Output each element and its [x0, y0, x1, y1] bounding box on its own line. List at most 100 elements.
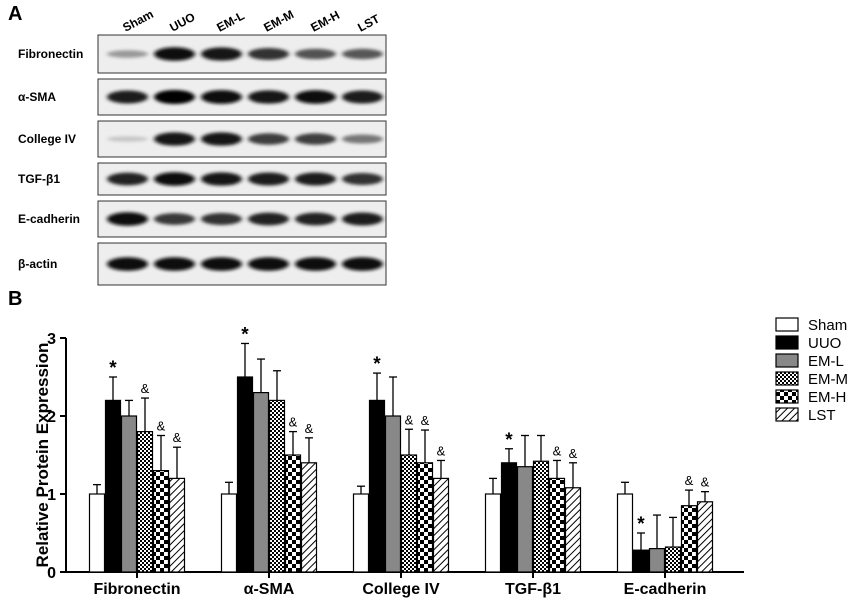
- bar: [284, 454, 302, 573]
- legend-label: Sham: [808, 317, 847, 334]
- significance-ampersand: &: [141, 381, 150, 396]
- legend-swatch: [775, 407, 799, 422]
- blot-band: [107, 257, 148, 271]
- significance-ampersand: &: [405, 412, 414, 427]
- legend-label: UUO: [808, 335, 841, 352]
- category-label: Fibronectin: [93, 581, 180, 598]
- lane-label: LST: [355, 11, 382, 34]
- blot-row-label: α-SMA: [18, 90, 56, 104]
- blot-band: [107, 50, 148, 58]
- bar: [696, 501, 714, 573]
- significance-ampersand: &: [421, 413, 430, 428]
- bar: [152, 470, 170, 573]
- blot-band: [201, 212, 242, 226]
- blot-band: [342, 48, 383, 60]
- legend-swatch: [775, 353, 799, 368]
- bar: [352, 493, 370, 573]
- blot-band: [201, 257, 242, 271]
- legend-label: EM-M: [808, 371, 848, 388]
- lane-label: EM-H: [308, 8, 342, 35]
- blot-band: [342, 134, 383, 144]
- category-label: α-SMA: [244, 581, 295, 598]
- bar: [168, 477, 186, 573]
- significance-ampersand: &: [553, 443, 562, 458]
- bar: [368, 399, 386, 573]
- bar: [484, 493, 502, 573]
- bar: [88, 493, 106, 573]
- bar: [680, 505, 698, 573]
- blot-band: [154, 47, 195, 61]
- bar: [432, 477, 450, 573]
- lane-label: EM-L: [214, 9, 246, 35]
- bar: [416, 462, 434, 573]
- blot-band: [248, 172, 289, 186]
- bar: [268, 399, 286, 573]
- y-tick-label: 2: [47, 409, 56, 426]
- blot-band: [107, 90, 148, 104]
- bar: [548, 477, 566, 573]
- blot-band: [107, 212, 148, 226]
- blot-band: [107, 136, 148, 142]
- bar: [400, 454, 418, 573]
- blot-band: [107, 172, 148, 186]
- lane-label: Sham: [120, 7, 155, 35]
- blot-band: [248, 212, 289, 226]
- blot-band: [295, 257, 336, 271]
- blot-band: [154, 132, 195, 146]
- legend-swatch: [775, 389, 799, 404]
- bar: [236, 376, 254, 573]
- significance-ampersand: &: [157, 419, 166, 434]
- significance-ampersand: &: [289, 415, 298, 430]
- blot-band: [295, 133, 336, 145]
- blot-band: [154, 213, 195, 225]
- blot-band: [295, 48, 336, 60]
- blot-band: [154, 172, 195, 186]
- legend-label: EM-H: [808, 389, 846, 406]
- bar: [120, 415, 138, 573]
- legend-swatch: [775, 335, 799, 350]
- bar: [632, 549, 650, 573]
- significance-ampersand: &: [569, 446, 578, 461]
- blot-band: [201, 132, 242, 146]
- legend-label: EM-L: [808, 353, 844, 370]
- lane-label: UUO: [167, 10, 197, 35]
- category-label: College IV: [362, 581, 440, 598]
- blot-band: [154, 257, 195, 271]
- blot-band: [154, 90, 195, 104]
- bar: [564, 487, 582, 573]
- western-blot: Sham UUO EM-L EM-M EM-H LST Fibronectin α-SMA Co…: [18, 7, 387, 286]
- bar: [136, 431, 154, 573]
- significance-star: *: [373, 354, 381, 375]
- panel-a-label: A: [8, 3, 22, 25]
- bar: [384, 415, 402, 573]
- significance-star: *: [109, 358, 117, 379]
- significance-star: *: [241, 324, 249, 345]
- blot-row-label: TGF-β1: [18, 172, 60, 186]
- significance-ampersand: &: [173, 430, 182, 445]
- blot-band: [201, 90, 242, 104]
- blot-row-label: Fibronectin: [18, 47, 83, 61]
- blot-band: [342, 212, 383, 226]
- bar: [516, 466, 534, 573]
- significance-star: *: [505, 430, 513, 451]
- significance-star: *: [637, 514, 645, 535]
- legend-swatch: [775, 371, 799, 386]
- bar: [252, 392, 270, 573]
- y-tick-label: 0: [47, 565, 56, 582]
- blot-band: [248, 133, 289, 145]
- legend-label: LST: [808, 407, 836, 424]
- bar: [500, 462, 518, 573]
- category-label: E-cadherin: [624, 581, 707, 598]
- blot-band: [201, 172, 242, 186]
- significance-ampersand: &: [685, 473, 694, 488]
- blot-band: [295, 172, 336, 186]
- bar: [616, 493, 634, 573]
- blot-band: [248, 47, 289, 61]
- bar: [648, 547, 666, 573]
- bar: [220, 493, 238, 573]
- blot-row-label: College IV: [18, 132, 76, 146]
- bar: [664, 546, 682, 573]
- significance-ampersand: &: [701, 475, 710, 490]
